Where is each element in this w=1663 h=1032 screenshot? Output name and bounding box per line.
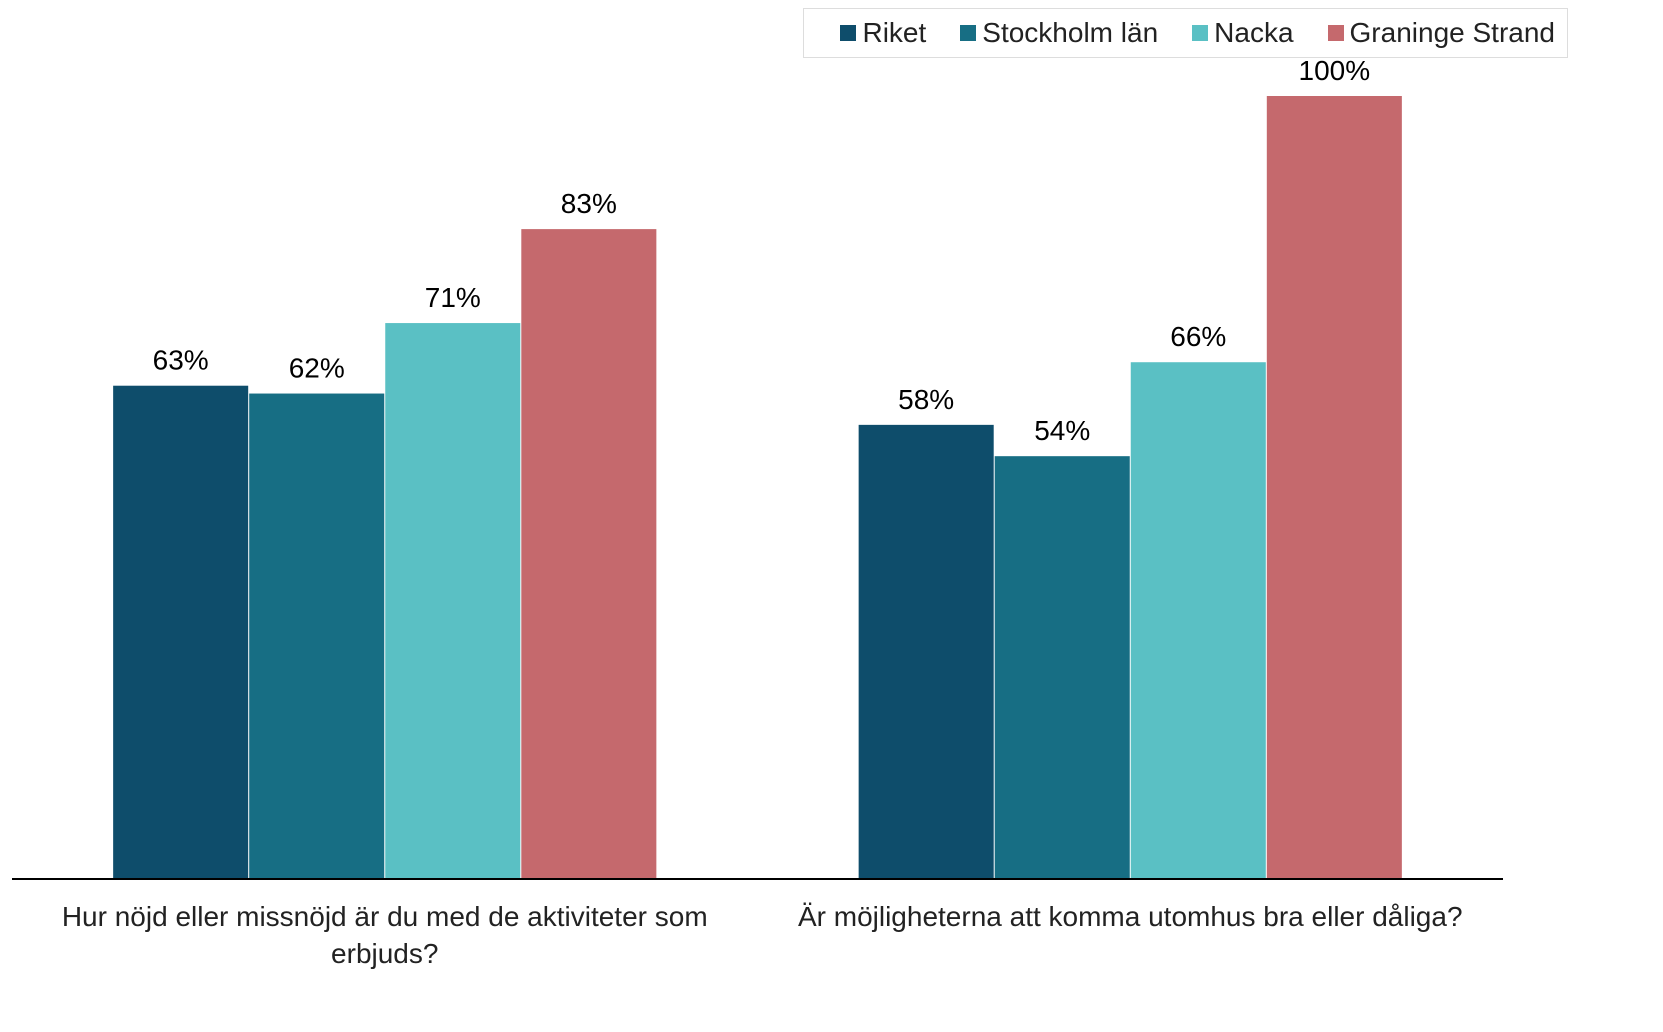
bar [113, 385, 249, 879]
legend-label: Graninge Strand [1349, 17, 1555, 48]
bar [994, 456, 1130, 879]
legend: Riket Stockholm län Nacka Graninge Strand [803, 8, 1568, 58]
bar [1130, 362, 1266, 880]
legend-swatch [1192, 25, 1209, 41]
bar [858, 424, 994, 879]
legend-swatch [840, 25, 857, 41]
legend-item: Graninge Strand [1327, 17, 1555, 49]
x-tick-label: Är möjligheterna att komma utomhus bra e… [797, 901, 1463, 932]
legend-item: Stockholm län [960, 17, 1158, 49]
x-tick-label: Hur nöjd eller missnöjd är du med de akt… [61, 901, 708, 969]
data-label: 100% [1299, 55, 1371, 86]
legend-label: Riket [862, 17, 927, 48]
data-label: 58% [898, 384, 954, 415]
legend-swatch [1327, 25, 1344, 41]
bar [1266, 96, 1402, 879]
bar [521, 229, 657, 880]
legend-item: Nacka [1192, 17, 1294, 49]
legend-swatch [960, 25, 977, 41]
data-label: 71% [425, 282, 481, 313]
data-label: 63% [153, 345, 209, 376]
data-label: 83% [561, 188, 617, 219]
data-label: 66% [1170, 321, 1226, 352]
legend-label: Stockholm län [982, 17, 1159, 48]
data-label: 54% [1034, 415, 1090, 446]
legend-label: Nacka [1214, 17, 1294, 48]
legend-item: Riket [840, 17, 926, 49]
bar [249, 393, 385, 879]
data-label: 62% [289, 353, 345, 384]
bar [385, 323, 521, 879]
